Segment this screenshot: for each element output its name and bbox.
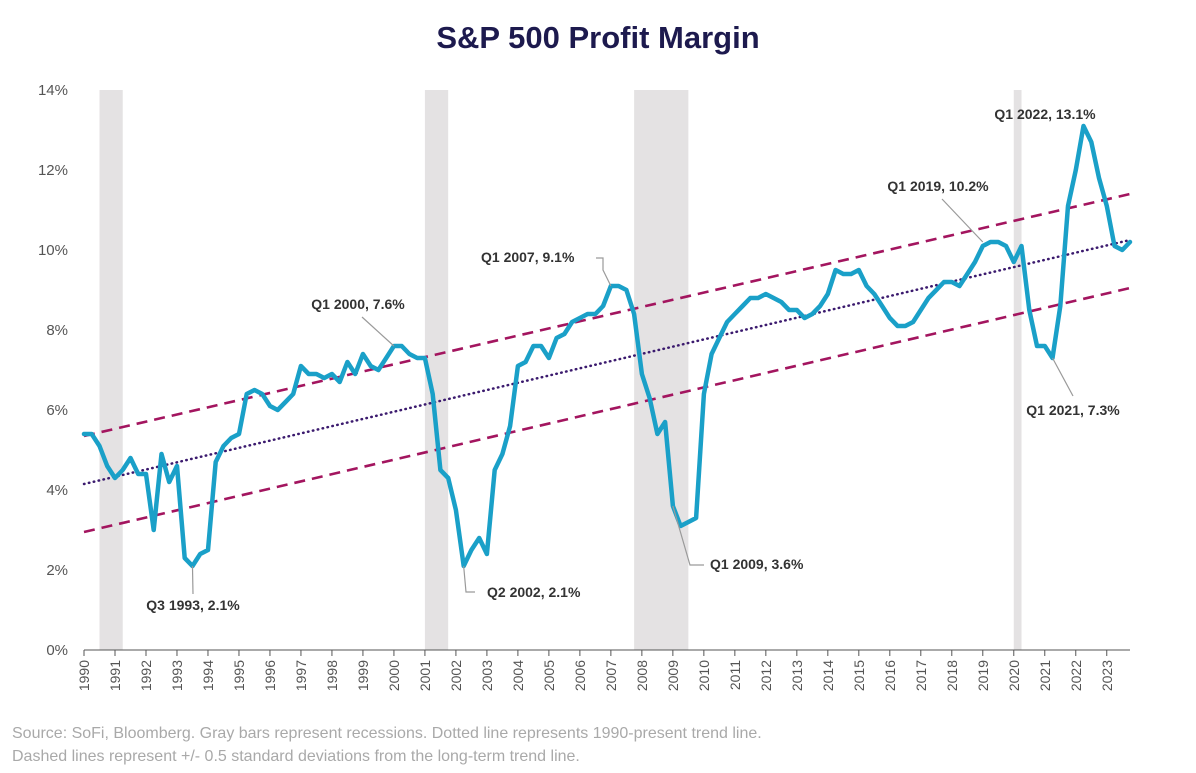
x-tick-label: 1993 — [169, 660, 185, 691]
source-line-2: Dashed lines represent +/- 0.5 standard … — [12, 748, 580, 765]
x-axis: 1990 1991 1992 1993 1994 1995 1996 1997 1998 1999… — [76, 649, 1130, 691]
y-tick-label: 14% — [38, 82, 68, 99]
annotation-leader-line — [361, 316, 395, 347]
annotation-leader-line — [672, 505, 704, 566]
x-tick-label: 2014 — [820, 660, 836, 691]
x-tick-label: 1998 — [324, 660, 340, 691]
x-tick-label: 2013 — [789, 660, 805, 691]
x-tick-label: 2005 — [541, 660, 557, 691]
trend-line — [82, 238, 1132, 486]
x-tick-label: 2023 — [1099, 660, 1115, 691]
x-tick-label: 1997 — [293, 660, 309, 691]
x-tick-label: 2020 — [1006, 660, 1022, 691]
y-tick-label: 0% — [46, 642, 68, 659]
y-tick-label: 6% — [46, 402, 68, 419]
x-tick-label: 2016 — [882, 660, 898, 691]
annotation-label: Q1 2022, 13.1% — [994, 106, 1096, 122]
recession-bar — [99, 90, 123, 650]
recession-bars — [99, 90, 1022, 650]
x-tick-label: 1992 — [138, 660, 154, 691]
annotation-label: Q1 2021, 7.3% — [1026, 402, 1120, 418]
x-tick-label: 2011 — [727, 660, 743, 690]
x-tick-label: 2001 — [417, 660, 433, 691]
annotation-label: Q1 2019, 10.2% — [887, 178, 989, 194]
annotation-label: Q2 2002, 2.1% — [487, 584, 581, 600]
x-tick-label: 2010 — [696, 660, 712, 691]
x-tick-label: 2003 — [479, 660, 495, 691]
x-tick-label: 2009 — [665, 660, 681, 691]
x-tick-label: 2002 — [448, 660, 464, 691]
annotation-label: Q1 2007, 9.1% — [481, 249, 575, 265]
y-tick-label: 12% — [38, 162, 68, 179]
x-tick-label: 1991 — [107, 660, 123, 691]
x-tick-label: 2021 — [1037, 660, 1053, 691]
profit-margin-line — [81, 123, 1133, 569]
annotation-leader-line — [463, 565, 475, 593]
x-tick-label: 2017 — [913, 660, 929, 691]
annotation-leader-line — [1051, 357, 1074, 397]
x-tick-label: 1996 — [262, 660, 278, 691]
annotation-label: Q1 2009, 3.6% — [710, 556, 804, 572]
annotation-label: Q3 1993, 2.1% — [146, 597, 240, 613]
x-tick-label: 2004 — [510, 660, 526, 691]
annotations: Q3 1993, 2.1% Q1 2000, 7.6% Q2 2002, 2.1% Q… — [146, 106, 1120, 613]
x-tick-label: 2007 — [603, 660, 619, 691]
std-dev-band-line — [83, 286, 1131, 534]
recession-bar — [1013, 90, 1022, 650]
x-tick-label: 2018 — [944, 660, 960, 691]
x-tick-label: 1999 — [355, 660, 371, 691]
x-tick-label: 2022 — [1068, 660, 1084, 691]
y-tick-label: 8% — [46, 322, 68, 339]
recession-bar — [424, 90, 449, 650]
annotation-leader-line — [191, 565, 194, 595]
annotation-leader-line — [941, 198, 984, 243]
annotation-label: Q1 2000, 7.6% — [311, 296, 405, 312]
x-tick-label: 1995 — [231, 660, 247, 691]
source-note: Source: SoFi, Bloomberg. Gray bars repre… — [12, 722, 762, 768]
y-tick-labels: 0% 2% 4% 6% 8% 10% 12% 14% — [38, 82, 68, 659]
y-tick-label: 4% — [46, 482, 68, 499]
x-tick-label: 2000 — [386, 660, 402, 691]
y-tick-label: 10% — [38, 242, 68, 259]
x-tick-label: 1994 — [200, 660, 216, 691]
source-line-1: Source: SoFi, Bloomberg. Gray bars repre… — [12, 725, 762, 742]
std-dev-band-line — [83, 192, 1131, 438]
x-tick-label: 2015 — [851, 660, 867, 691]
y-tick-label: 2% — [46, 562, 68, 579]
x-tick-label: 1990 — [76, 660, 92, 691]
x-tick-label: 2012 — [758, 660, 774, 691]
series-lines — [81, 123, 1133, 569]
x-tick-label: 2008 — [634, 660, 650, 691]
x-tick-label: 2019 — [975, 660, 991, 691]
plot-area: 0% 2% 4% 6% 8% 10% 12% 14% 1990 1991 1992 1993 1994… — [38, 82, 1133, 691]
x-tick-label: 2006 — [572, 660, 588, 691]
annotation-leader-line — [596, 257, 612, 287]
chart-title: S&P 500 Profit Margin — [436, 20, 760, 55]
